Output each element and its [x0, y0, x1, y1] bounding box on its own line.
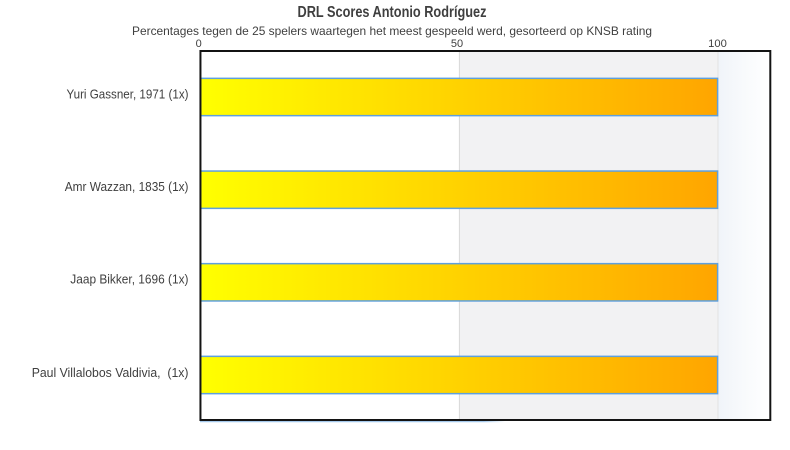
svg-text:0: 0: [196, 38, 202, 50]
svg-text:Jaap Bikker, 1696 (1x): Jaap Bikker, 1696 (1x): [70, 271, 188, 286]
svg-text:Amr Wazzan, 1835 (1x): Amr Wazzan, 1835 (1x): [65, 179, 189, 194]
svg-text:100: 100: [708, 38, 727, 50]
svg-text:Yuri Gassner, 1971 (1x): Yuri Gassner, 1971 (1x): [67, 86, 189, 101]
svg-text:50: 50: [451, 38, 463, 50]
svg-text:DRL Scores Antonio Rodríguez: DRL Scores Antonio Rodríguez: [298, 4, 487, 21]
svg-text:Percentages tegen de 25 speler: Percentages tegen de 25 spelers waartege…: [132, 24, 652, 38]
svg-text:Paul Villalobos Valdivia, (1x: Paul Villalobos Valdivia, (1x): [32, 365, 189, 380]
